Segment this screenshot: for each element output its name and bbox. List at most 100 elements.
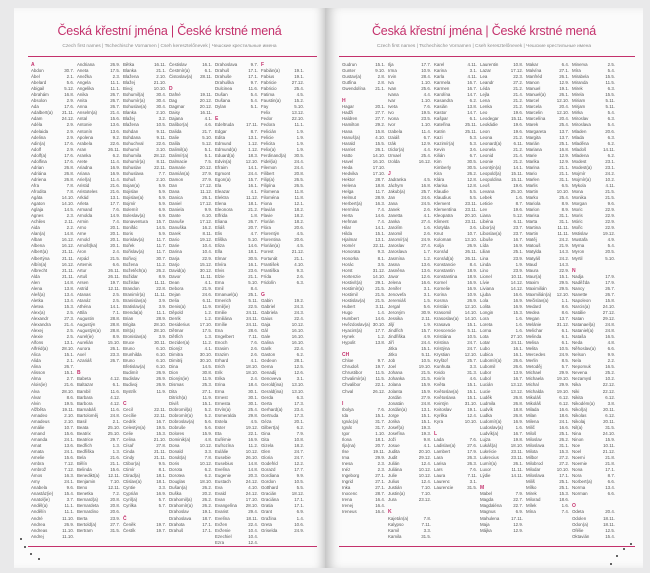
name-entry: Hynek 1.2. xyxy=(342,334,388,340)
name-day-date: 4.1. xyxy=(250,188,258,194)
name-entry: Albrecht 21.11. xyxy=(31,268,77,274)
first-name: Bohumil(a) xyxy=(123,92,145,98)
name-entry: Čestmír(a) 6.1. xyxy=(169,68,215,74)
name-entry: Javor 12.6. xyxy=(388,274,434,280)
first-name: Daniel xyxy=(169,201,182,207)
name-day-date: 18.11. xyxy=(246,515,258,521)
name-day-date: 5.6. xyxy=(66,80,74,86)
name-entry: Armand 7.6. xyxy=(77,207,123,213)
name-entry: Jiří 24.4. xyxy=(388,340,434,346)
name-entry: Kyrilka 12.4. xyxy=(434,413,480,419)
name-day-date: 28.10. xyxy=(153,328,166,334)
name-entry: Kornelie 16.9. xyxy=(434,286,480,292)
name-day-date: 26.12. xyxy=(372,388,385,394)
name-day-date: 17.1. xyxy=(294,497,304,503)
first-name: Lívie xyxy=(480,279,490,285)
first-name: Elena xyxy=(215,201,227,207)
first-name: Diviš xyxy=(169,400,179,406)
name-day-date: 4.4. xyxy=(423,146,431,152)
name-day-date: 30.5. xyxy=(248,255,258,261)
first-name: Kristina xyxy=(434,340,449,346)
name-entry: Fedora 11.1. xyxy=(261,122,307,128)
name-day-date: 8.9. xyxy=(112,334,120,340)
letter-heading: J xyxy=(388,171,434,177)
name-day-date: 17.5. xyxy=(110,68,120,74)
name-entry: Florentýn 4.5. xyxy=(261,231,307,237)
name-day-date: 26.1. xyxy=(559,74,569,80)
name-day-date: 21.2. xyxy=(248,207,258,213)
first-name: Mladěna xyxy=(572,140,589,146)
name-day-date: 6.10. xyxy=(156,346,166,352)
first-name: Darjo xyxy=(169,261,180,267)
name-day-date: 7.9. xyxy=(296,430,304,436)
first-name: Aristid xyxy=(77,182,90,188)
name-day-date: 27.1. xyxy=(202,388,212,394)
name-day-date: 23.7. xyxy=(513,231,523,237)
name-entry: Lambert 17.9. xyxy=(434,449,480,455)
first-name: Mercedes xyxy=(526,352,546,358)
first-name: Job xyxy=(388,358,396,364)
name-day-date: 1.2. xyxy=(423,255,431,261)
name-entry: Egon(a) 15.7. xyxy=(215,177,261,183)
name-entry: Bela 21.6. xyxy=(77,455,123,461)
name-day-date: 24.9. xyxy=(294,527,304,533)
first-name: Dalimír(a) xyxy=(169,152,189,158)
name-entry: Hilda 15.1. xyxy=(342,231,388,237)
first-name: Nelson xyxy=(572,352,586,358)
name-entry: Forest 21.12. xyxy=(261,249,307,255)
first-name: Odon(a) xyxy=(572,521,589,527)
name-day-date: 18.3. xyxy=(248,152,258,158)
first-name: Debora xyxy=(169,285,184,291)
first-name: Babeta xyxy=(77,376,91,382)
first-name: Doris xyxy=(169,461,180,467)
name-entry: Erika 2.4. xyxy=(215,376,261,382)
name-day-date: 1.4. xyxy=(296,515,304,521)
first-name: Lukáš(a) xyxy=(480,442,498,448)
name-day-date: 26.8. xyxy=(64,170,74,176)
name-entry: Gotthard 5.5. xyxy=(261,485,307,491)
first-name: Flóra xyxy=(261,225,272,231)
name-entry: Ervín(a) 25.4. xyxy=(215,407,261,413)
name-day-date: 3.6. xyxy=(469,225,477,231)
name-column: Bětka 16.11. Blanka 21.1. Blažena 2.10. Blažej… xyxy=(123,62,169,534)
name-day-date: 30.5. xyxy=(294,152,304,158)
first-name: Darie xyxy=(169,243,180,249)
first-name: Edgar xyxy=(215,128,227,134)
name-entry: Luděk 26.8. xyxy=(480,395,526,401)
name-entry: Něhoslav(a) 6.6. xyxy=(572,346,618,352)
name-day-date: 2.9. xyxy=(66,134,74,140)
letter-heading: Č xyxy=(123,516,169,522)
name-day-date: 16.7. xyxy=(513,376,523,382)
name-entry: Absolon 2.9. xyxy=(31,98,77,104)
name-day-date: 5.4. xyxy=(607,110,615,116)
first-name: Lora xyxy=(480,315,489,321)
name-day-date: 7.6. xyxy=(377,406,385,412)
name-day-date: 24.4. xyxy=(294,164,304,170)
name-entry: Duška 20.2. xyxy=(169,491,215,497)
name-entry: Elzie 21.1. xyxy=(215,274,261,280)
name-day-date: 19.10. xyxy=(418,364,431,370)
name-day-date: 5.9. xyxy=(158,188,166,194)
first-name: Felicián xyxy=(261,128,277,134)
name-entry: Bertram 31.5. xyxy=(77,528,123,534)
name-entry: Kajetán(a) 7.8. xyxy=(388,516,434,522)
first-name: Faustin(a) xyxy=(261,98,281,104)
first-name: Miloslava xyxy=(526,442,545,448)
name-day-date: 25.2. xyxy=(605,370,615,376)
first-name: Dalida xyxy=(169,128,182,134)
name-day-date: 15.1. xyxy=(64,370,74,376)
name-day-date: 7.12. xyxy=(64,461,74,467)
first-name: Danuška xyxy=(169,225,187,231)
name-entry: Chloe 9.7. xyxy=(342,358,388,364)
name-day-date: 18.6. xyxy=(559,497,569,503)
name-entry: Evžen 22.4. xyxy=(215,522,261,528)
first-name: Bambil xyxy=(77,388,91,394)
name-entry: Lola 16.9. xyxy=(480,298,526,304)
name-day-date: 14.5. xyxy=(64,207,74,213)
first-name: Luxor xyxy=(480,467,491,473)
letter-heading: I xyxy=(342,401,388,407)
name-entry: Kyra 10.10. xyxy=(434,419,480,425)
name-day-date: 15.2. xyxy=(294,98,304,104)
name-entry: Ingeborg 27.1. xyxy=(342,473,388,479)
name-day-date: 7.6. xyxy=(423,104,431,110)
